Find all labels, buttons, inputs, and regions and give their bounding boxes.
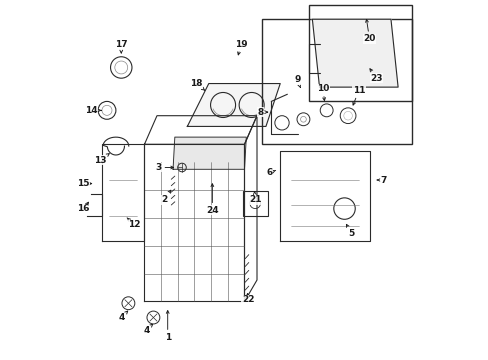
Text: 22: 22 (242, 293, 254, 304)
Text: 21: 21 (248, 192, 261, 204)
Text: 19: 19 (234, 40, 247, 55)
Bar (308, 5, 411, 102)
Polygon shape (173, 137, 246, 169)
Bar (262, 19, 411, 144)
Text: 23: 23 (369, 69, 382, 83)
Text: 7: 7 (377, 176, 386, 185)
Text: 12: 12 (127, 218, 141, 229)
Text: 1: 1 (164, 311, 170, 342)
Text: 16: 16 (77, 202, 90, 213)
Text: 9: 9 (294, 76, 300, 87)
Text: 13: 13 (93, 154, 109, 165)
Text: 4: 4 (118, 311, 127, 322)
Text: 8: 8 (257, 108, 267, 117)
Text: 11: 11 (352, 86, 365, 105)
Text: 18: 18 (190, 79, 204, 90)
Text: 2: 2 (161, 190, 170, 204)
Text: 24: 24 (205, 184, 218, 215)
Text: 17: 17 (115, 40, 127, 53)
Bar (242, 191, 267, 216)
Text: 3: 3 (155, 163, 173, 172)
Text: 15: 15 (77, 179, 91, 188)
Text: 6: 6 (266, 168, 275, 177)
Polygon shape (312, 19, 397, 87)
Text: 4: 4 (143, 324, 152, 334)
Text: 10: 10 (316, 84, 328, 100)
Text: 14: 14 (85, 106, 101, 115)
Polygon shape (187, 84, 280, 126)
Text: 20: 20 (363, 19, 375, 44)
Text: 5: 5 (346, 224, 354, 238)
